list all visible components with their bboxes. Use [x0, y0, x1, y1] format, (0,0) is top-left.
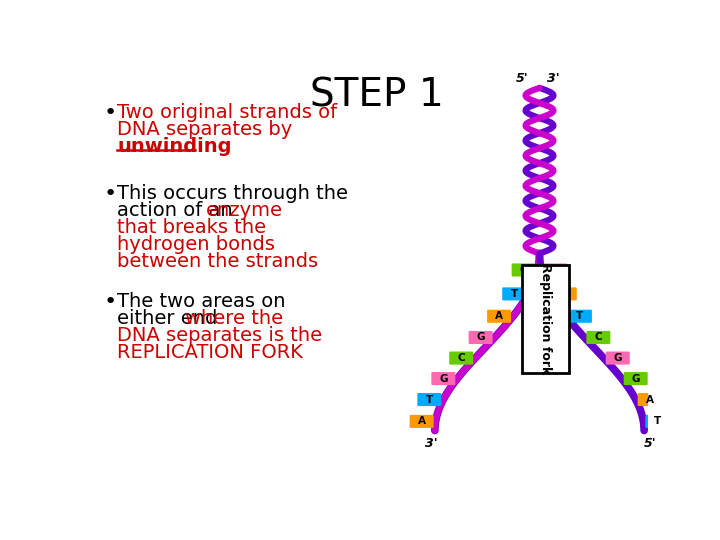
Text: unwinding: unwinding: [117, 137, 232, 156]
FancyBboxPatch shape: [487, 310, 511, 323]
FancyBboxPatch shape: [418, 393, 441, 406]
FancyBboxPatch shape: [410, 415, 433, 428]
Text: between the strands: between the strands: [117, 252, 318, 271]
Text: A: A: [495, 311, 503, 321]
Text: 3': 3': [547, 72, 559, 85]
Text: This occurs through the: This occurs through the: [117, 184, 348, 203]
Text: either end: either end: [117, 309, 224, 328]
Text: A: A: [561, 289, 569, 299]
Text: T: T: [510, 289, 518, 299]
Text: 3': 3': [425, 437, 437, 450]
FancyBboxPatch shape: [606, 352, 630, 365]
Text: G: G: [439, 374, 448, 383]
Text: G: G: [477, 333, 485, 342]
FancyBboxPatch shape: [553, 287, 577, 300]
Text: T: T: [426, 395, 433, 404]
Text: 5': 5': [644, 437, 657, 450]
Text: REPLICATION FORK: REPLICATION FORK: [117, 343, 303, 362]
Text: action of an: action of an: [117, 201, 239, 220]
FancyBboxPatch shape: [568, 310, 592, 323]
Text: Replication fork: Replication fork: [539, 264, 552, 375]
FancyBboxPatch shape: [544, 264, 567, 276]
Text: •: •: [104, 184, 117, 204]
Text: that breaks the: that breaks the: [117, 218, 266, 237]
Text: T: T: [576, 311, 583, 321]
Text: Two original strands of: Two original strands of: [117, 103, 337, 122]
FancyBboxPatch shape: [624, 372, 648, 385]
Text: •: •: [104, 292, 117, 312]
Text: A: A: [646, 395, 654, 404]
Text: hydrogen bonds: hydrogen bonds: [117, 235, 275, 254]
FancyBboxPatch shape: [503, 287, 526, 300]
Text: C: C: [595, 333, 602, 342]
FancyBboxPatch shape: [512, 264, 536, 276]
FancyBboxPatch shape: [638, 393, 662, 406]
Text: T: T: [654, 416, 661, 427]
Text: The two areas on: The two areas on: [117, 292, 286, 311]
FancyBboxPatch shape: [449, 352, 473, 365]
Text: G: G: [631, 374, 640, 383]
FancyBboxPatch shape: [431, 372, 455, 385]
Text: 5': 5': [516, 72, 528, 85]
Text: DNA separates is the: DNA separates is the: [117, 326, 323, 345]
FancyBboxPatch shape: [645, 415, 670, 428]
Text: A: A: [418, 416, 426, 427]
Text: C: C: [457, 353, 465, 363]
Text: G: G: [551, 265, 559, 275]
Text: enzyme: enzyme: [206, 201, 283, 220]
Text: G: G: [613, 353, 622, 363]
Bar: [523, 265, 569, 373]
Text: STEP 1: STEP 1: [310, 76, 444, 114]
Text: where the: where the: [185, 309, 284, 328]
FancyBboxPatch shape: [586, 331, 611, 344]
Text: •: •: [104, 103, 117, 123]
FancyBboxPatch shape: [469, 331, 492, 344]
Text: C: C: [520, 265, 528, 275]
Text: DNA separates by: DNA separates by: [117, 120, 292, 139]
